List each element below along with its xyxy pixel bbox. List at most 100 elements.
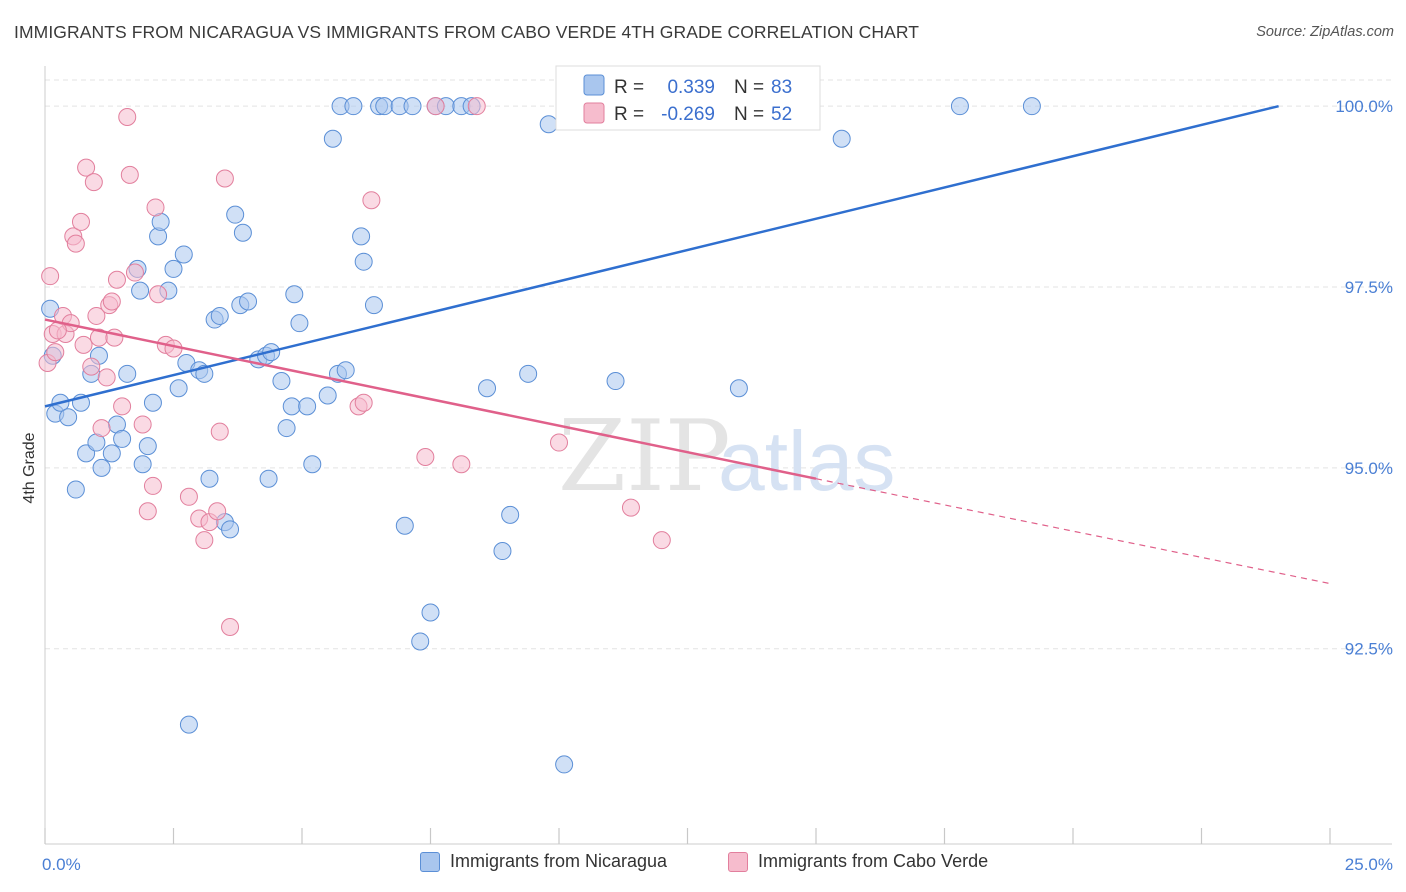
point-nicaragua xyxy=(174,245,193,264)
point-nicaragua xyxy=(519,364,538,383)
point-nicaragua xyxy=(323,129,342,148)
point-cabo-verde xyxy=(82,357,101,376)
point-nicaragua xyxy=(411,632,430,651)
point-cabo-verde xyxy=(118,108,137,127)
point-cabo-verde xyxy=(195,531,214,550)
point-nicaragua xyxy=(92,458,111,477)
point-cabo-verde xyxy=(210,422,229,441)
point-cabo-verde xyxy=(208,502,227,521)
point-nicaragua xyxy=(352,227,371,246)
legend-label-cabo-verde: Immigrants from Cabo Verde xyxy=(758,851,989,871)
legend-item-cabo-verde[interactable]: Immigrants from Cabo Verde xyxy=(728,851,988,872)
point-nicaragua xyxy=(143,393,162,412)
point-cabo-verde xyxy=(362,191,381,210)
point-nicaragua xyxy=(403,97,422,116)
point-cabo-verde xyxy=(652,531,671,550)
legend-n-value-cabo-verde: 52 xyxy=(771,104,792,125)
point-nicaragua xyxy=(66,480,85,499)
trendline-cabo-verde xyxy=(44,318,817,480)
point-nicaragua xyxy=(606,372,625,391)
legend-r-value-nicaragua: 0.339 xyxy=(667,77,715,98)
point-nicaragua xyxy=(259,469,278,488)
point-nicaragua xyxy=(298,397,317,416)
point-cabo-verde xyxy=(97,368,116,387)
trendlines xyxy=(44,104,1331,585)
y-tick-labels: 92.5% 95.0% 97.5% 100.0% xyxy=(1335,97,1393,659)
point-cabo-verde xyxy=(143,476,162,495)
point-nicaragua xyxy=(318,386,337,405)
chart-title: IMMIGRANTS FROM NICARAGUA VS IMMIGRANTS … xyxy=(14,22,920,42)
point-nicaragua xyxy=(478,379,497,398)
point-cabo-verde xyxy=(452,455,471,474)
trendline-cabo-verde-extension xyxy=(815,478,1331,585)
gridlines xyxy=(45,79,1392,650)
legend-n-label-nicaragua: N = xyxy=(734,77,764,98)
legend-r-label-nicaragua: R = xyxy=(614,77,644,98)
point-nicaragua xyxy=(950,97,969,116)
point-nicaragua xyxy=(282,397,301,416)
point-cabo-verde xyxy=(107,270,126,289)
point-cabo-verde xyxy=(354,393,373,412)
point-nicaragua xyxy=(113,429,132,448)
x-tick-labels: 0.0% 25.0% xyxy=(42,855,1393,874)
point-nicaragua xyxy=(210,306,229,325)
legend-n-value-nicaragua: 83 xyxy=(771,77,792,98)
point-nicaragua xyxy=(118,364,137,383)
series-cabo-verde-points xyxy=(38,97,671,636)
legend-swatch-nicaragua-bottom xyxy=(420,851,440,872)
point-nicaragua xyxy=(303,455,322,474)
point-cabo-verde xyxy=(621,498,640,517)
point-cabo-verde xyxy=(113,397,132,416)
point-nicaragua xyxy=(200,469,219,488)
point-nicaragua xyxy=(277,419,296,438)
point-nicaragua xyxy=(555,755,574,774)
point-nicaragua xyxy=(169,379,188,398)
point-cabo-verde xyxy=(146,198,165,217)
legend-r-value-cabo-verde: -0.269 xyxy=(661,104,715,125)
point-cabo-verde xyxy=(179,487,198,506)
point-nicaragua xyxy=(285,285,304,304)
point-cabo-verde xyxy=(133,415,152,434)
point-nicaragua xyxy=(272,372,291,391)
point-cabo-verde xyxy=(41,267,60,286)
point-nicaragua xyxy=(239,292,258,311)
y-tick-label: 97.5% xyxy=(1345,278,1393,297)
point-cabo-verde xyxy=(46,343,65,362)
point-nicaragua xyxy=(375,97,394,116)
point-nicaragua xyxy=(164,259,183,278)
point-cabo-verde xyxy=(125,263,144,282)
legend-swatch-cabo-verde-bottom xyxy=(728,851,748,872)
point-nicaragua xyxy=(539,115,558,134)
legend-swatch-cabo-verde xyxy=(583,102,605,124)
point-nicaragua xyxy=(179,715,198,734)
point-cabo-verde xyxy=(66,234,85,253)
point-cabo-verde xyxy=(92,419,111,438)
point-nicaragua xyxy=(344,97,363,116)
point-cabo-verde xyxy=(87,306,106,325)
point-cabo-verde xyxy=(102,292,121,311)
axes xyxy=(44,66,1392,845)
stats-legend: R = 0.339 N = 83 R = -0.269 N = 52 xyxy=(555,65,821,131)
point-cabo-verde xyxy=(221,617,240,636)
x-tick-label-min: 0.0% xyxy=(42,855,81,874)
point-cabo-verde xyxy=(138,502,157,521)
point-cabo-verde xyxy=(71,212,90,231)
point-cabo-verde xyxy=(550,433,568,452)
point-cabo-verde xyxy=(84,173,103,192)
legend-label-nicaragua: Immigrants from Nicaragua xyxy=(450,851,668,871)
watermark-atlas: atlas xyxy=(718,414,895,508)
point-cabo-verde xyxy=(416,448,435,466)
point-cabo-verde xyxy=(120,165,139,184)
point-nicaragua xyxy=(1022,97,1041,116)
legend-item-nicaragua[interactable]: Immigrants from Nicaragua xyxy=(420,851,667,872)
legend-swatch-nicaragua xyxy=(583,74,605,96)
point-nicaragua xyxy=(226,205,245,224)
point-nicaragua xyxy=(336,361,355,380)
point-nicaragua xyxy=(59,408,78,427)
point-nicaragua xyxy=(138,437,157,456)
point-nicaragua xyxy=(395,516,414,535)
y-tick-label: 95.0% xyxy=(1345,459,1393,478)
point-cabo-verde xyxy=(426,97,445,116)
y-tick-label: 100.0% xyxy=(1335,97,1393,116)
point-nicaragua xyxy=(729,379,748,398)
